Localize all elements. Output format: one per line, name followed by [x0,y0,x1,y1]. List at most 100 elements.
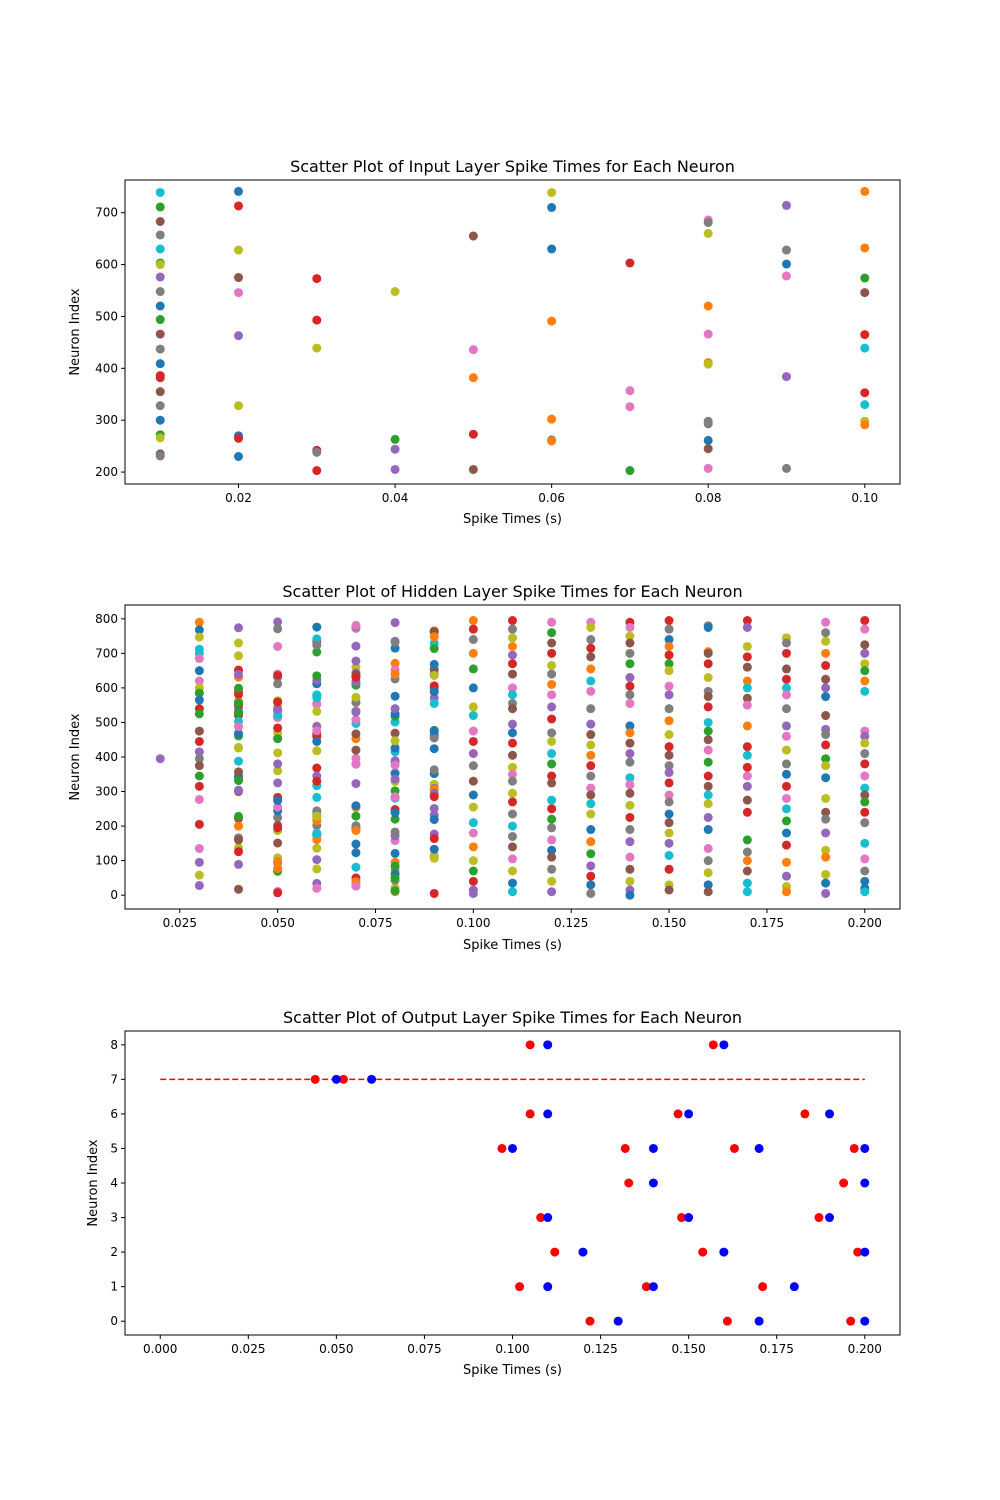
spike-point [155,415,165,425]
y-tick-label: 800 [95,612,118,626]
spike-point [508,728,517,738]
spike-point [234,785,244,795]
spike-point [312,843,322,853]
spike-point [781,674,791,684]
spike-point [273,697,283,707]
spike-point [468,648,478,658]
spike-point [234,722,244,732]
spike-point [351,811,361,821]
spike-point [586,643,596,653]
spike-point [664,864,674,874]
spike-point [508,797,517,807]
spike-point [312,690,322,700]
spike-point [367,1074,377,1084]
spike-point [547,804,557,814]
spike-point [547,436,557,446]
spike-point [625,631,635,641]
spike-point [508,633,517,643]
spike-point [508,762,517,772]
spike-point [497,1143,507,1153]
spike-point [273,748,283,758]
spike-point [508,624,517,634]
spike-point [155,287,165,297]
spike-point [742,856,752,866]
spike-point [821,852,831,862]
spike-point [536,1213,546,1223]
y-tick-label: 500 [95,715,118,729]
spike-point [860,854,870,864]
spike-point [194,688,204,698]
spike-point [586,704,596,714]
spike-point [781,731,791,741]
spike-point [781,781,791,791]
spike-point [742,700,752,710]
input-layer-y-ticks: 200 300 400 500 600 700 [95,206,125,479]
spike-point [155,344,165,354]
spike-point [703,648,713,658]
spike-point [821,628,831,638]
spike-point [703,844,713,854]
spike-point [468,683,478,693]
spike-point [351,707,361,717]
spike-point [468,624,478,634]
spike-point [234,884,244,894]
spike-point [508,650,517,660]
spike-point [468,876,478,886]
spike-point [625,812,635,822]
spike-point [825,1213,835,1223]
spike-point [468,749,478,759]
spike-point [742,652,752,662]
spike-point [781,704,791,714]
spike-point [351,715,361,725]
output-layer-x-ticks: 0.000 0.025 0.050 0.075 0.100 0.125 0.150 0.175… [143,1335,882,1356]
spike-point [543,1282,553,1292]
spike-point [547,887,557,897]
spike-point [781,857,791,867]
spike-point [468,856,478,866]
spike-point [194,654,204,664]
spike-point [351,672,361,682]
spike-point [789,1282,799,1292]
spike-point [585,1316,595,1326]
spike-point [664,818,674,828]
hidden-layer-y-label: Neuron Index [68,713,83,800]
spike-point [351,729,361,739]
spike-point [860,887,870,897]
spike-point [620,1143,630,1153]
spike-point [664,650,674,660]
y-tick-label: 700 [95,646,118,660]
spike-point [312,706,322,716]
x-tick-label: 0.075 [407,1342,441,1356]
spike-point [547,714,557,724]
x-tick-label: 0.175 [750,916,784,930]
spike-point [234,756,244,766]
spike-point [586,664,596,674]
spike-point [664,704,674,714]
spike-point [758,1282,768,1292]
spike-point [234,186,244,196]
spike-point [273,838,283,848]
spike-point [860,1143,870,1153]
hidden-layer-x-ticks: 0.025 0.050 0.075 0.100 0.125 0.150 0.175 0.200 [163,909,882,930]
spike-point [742,795,752,805]
spike-point [351,839,361,849]
spike-point [194,747,204,757]
spike-point [468,888,478,898]
spike-point [351,745,361,755]
spike-point [547,736,557,746]
spike-point [547,795,557,805]
spike-point [625,800,635,810]
spike-point [742,616,752,626]
spike-point [781,664,791,674]
spike-point [821,740,831,750]
x-tick-label: 0.125 [583,1342,617,1356]
spike-point [625,876,635,886]
spike-point [586,783,596,793]
spike-point [194,761,204,771]
spike-point [273,857,283,867]
spike-point [703,702,713,712]
spike-point [703,359,713,369]
spike-point [390,434,400,444]
spike-point [586,790,596,800]
spike-point [625,386,635,396]
